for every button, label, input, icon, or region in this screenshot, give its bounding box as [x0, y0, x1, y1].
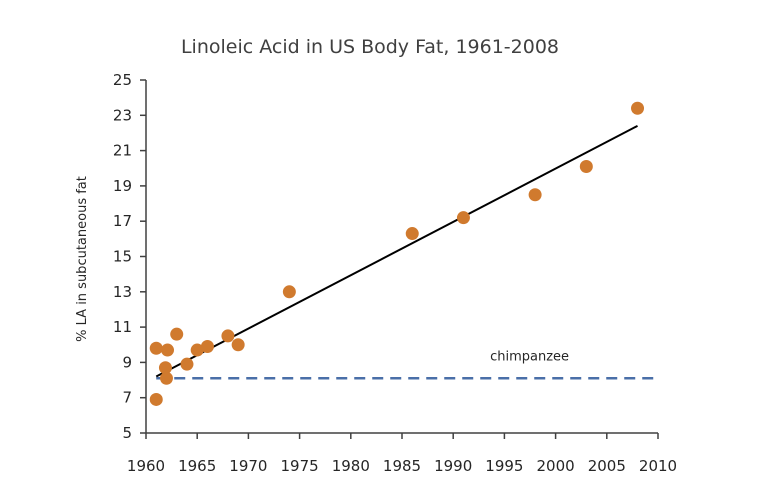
x-tick-label-1990: 1990: [434, 457, 472, 475]
y-tick-label-17: 17: [113, 212, 132, 230]
data-point: [149, 392, 163, 406]
y-tick-label-9: 9: [122, 353, 132, 371]
y-tick-label-15: 15: [113, 248, 132, 266]
data-point: [159, 371, 173, 385]
data-point: [149, 341, 163, 355]
x-tick-label-1970: 1970: [229, 457, 267, 475]
x-tick-label-1985: 1985: [383, 457, 421, 475]
x-axis-tick-labels: 1960 1965 1970 1975 1980 1985 1990 1995 2000 2005…: [127, 457, 677, 475]
data-point: [221, 329, 235, 343]
y-tick-label-21: 21: [113, 142, 132, 160]
data-point: [161, 343, 175, 357]
x-tick-label-1995: 1995: [485, 457, 523, 475]
x-tick-label-1980: 1980: [332, 457, 370, 475]
data-point: [158, 361, 172, 375]
y-axis-ticks: [140, 79, 146, 434]
y-tick-label-11: 11: [113, 318, 132, 336]
y-tick-label-5: 5: [122, 424, 132, 442]
trendline: [155, 125, 638, 378]
x-tick-label-1975: 1975: [281, 457, 319, 475]
x-tick-label-2000: 2000: [537, 457, 575, 475]
data-points: [149, 101, 645, 406]
data-point: [631, 101, 645, 115]
x-tick-label-1960: 1960: [127, 457, 165, 475]
y-tick-label-25: 25: [113, 71, 132, 89]
y-axis-label: % LA in subcutaneous fat: [75, 176, 90, 342]
data-point: [180, 357, 194, 371]
data-point: [528, 188, 542, 202]
x-axis-ticks: [145, 433, 659, 439]
x-tick-label-2010: 2010: [639, 457, 677, 475]
data-point: [456, 211, 470, 225]
data-point: [405, 227, 419, 241]
data-point: [231, 338, 245, 352]
chart-title: Linoleic Acid in US Body Fat, 1961-2008: [181, 36, 559, 58]
data-point: [282, 285, 296, 299]
x-tick-label-2005: 2005: [588, 457, 626, 475]
y-tick-label-23: 23: [113, 106, 132, 124]
y-axis-tick-labels: 5 7 9 11 13 15 17 19 21 23 25: [113, 71, 132, 442]
data-point: [579, 159, 593, 173]
data-point: [190, 343, 204, 357]
chimpanzee-label: chimpanzee: [490, 349, 569, 364]
data-point: [200, 340, 214, 354]
x-tick-label-1965: 1965: [178, 457, 216, 475]
y-tick-label-13: 13: [113, 283, 132, 301]
y-tick-label-19: 19: [113, 177, 132, 195]
data-point: [170, 327, 184, 341]
y-tick-label-7: 7: [122, 389, 132, 407]
